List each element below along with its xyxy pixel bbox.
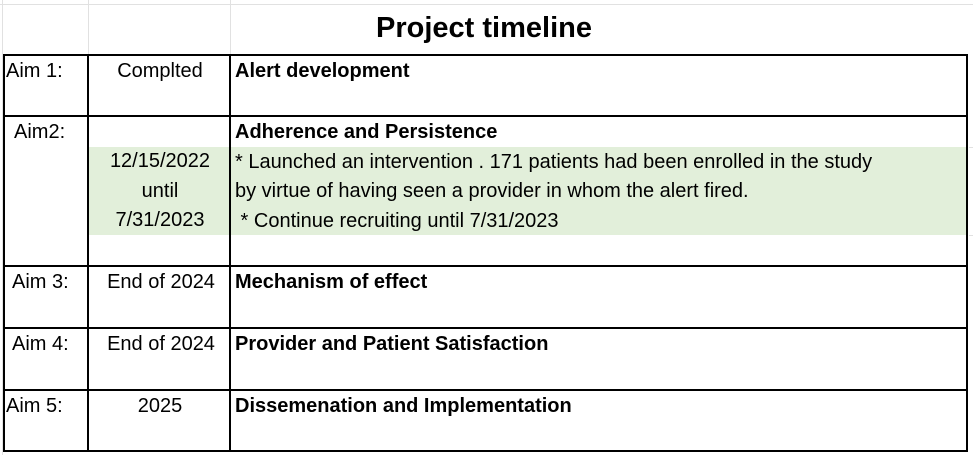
column-divider xyxy=(87,54,89,452)
detail-line: by virtue of having seen a provider in w… xyxy=(235,180,749,202)
page-title: Project timeline xyxy=(376,12,592,44)
aim-label[interactable]: Aim 1: xyxy=(6,60,63,82)
gridline xyxy=(969,235,973,236)
timing-line: 7/31/2023 xyxy=(115,209,205,231)
aim-details[interactable]: Adherence and Persistence * Launched an … xyxy=(235,118,872,236)
gridline xyxy=(88,0,89,54)
gridline xyxy=(0,4,973,5)
aim-timing[interactable]: 2025 xyxy=(137,395,183,417)
timing-line: until xyxy=(141,179,179,202)
aim-timing[interactable]: Complted xyxy=(117,60,203,82)
row-divider xyxy=(3,389,968,391)
aim-heading-text: Adherence and Persistence xyxy=(235,121,498,143)
aim-heading-text: Dissemenation and Implementation xyxy=(235,395,572,417)
gridline xyxy=(969,147,973,148)
highlight-band xyxy=(89,147,968,235)
aim-heading[interactable]: Mechanism of effect xyxy=(235,268,427,298)
aim-heading[interactable]: Dissemenation and Implementation xyxy=(235,392,572,422)
row-divider xyxy=(3,115,968,117)
aim-label[interactable]: Aim2: xyxy=(14,121,66,143)
row-divider xyxy=(3,265,968,267)
aim-label[interactable]: Aim 3: xyxy=(12,271,69,293)
aim-label[interactable]: Aim 4: xyxy=(12,333,69,355)
aim-heading-text: Provider and Patient Satisfaction xyxy=(235,333,549,355)
detail-line: * Launched an intervention . 171 patient… xyxy=(235,150,873,173)
timing-line: 12/15/2022 xyxy=(109,150,211,172)
aim-label[interactable]: Aim 5: xyxy=(6,395,63,417)
aim-timing[interactable]: End of 2024 xyxy=(107,271,215,293)
detail-line: * Continue recruiting until 7/31/2023 xyxy=(235,209,559,232)
aim-heading[interactable]: Provider and Patient Satisfaction xyxy=(235,330,548,360)
aim-heading[interactable]: Alert development xyxy=(235,57,409,87)
gridline xyxy=(230,0,231,54)
gridline xyxy=(2,0,3,455)
column-divider xyxy=(229,54,231,452)
aim-timing[interactable]: 12/15/2022 until 7/31/2023 xyxy=(90,147,230,236)
aim-heading-text: Alert development xyxy=(235,60,410,82)
aim-timing[interactable]: End of 2024 xyxy=(107,333,215,355)
aim-heading-text: Mechanism of effect xyxy=(235,271,428,293)
timeline-table xyxy=(3,54,968,452)
row-divider xyxy=(3,327,968,329)
